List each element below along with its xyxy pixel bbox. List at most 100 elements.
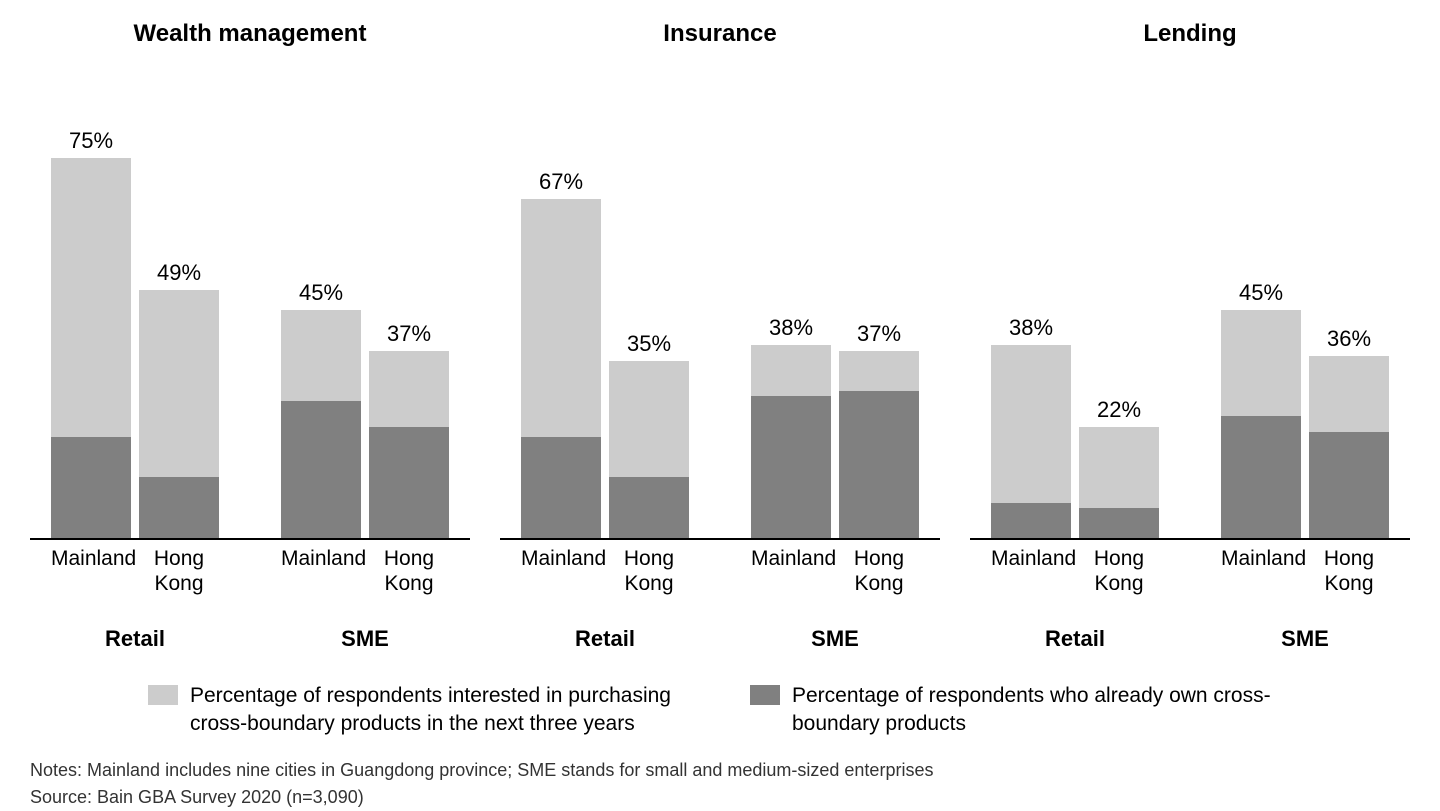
bars-row: 45% 36% [1200,128,1410,538]
region-label: Mainland [281,546,361,596]
legend-item: Percentage of respondents interested in … [148,682,690,737]
panel-title: Wealth management [30,20,470,48]
bar-wrapper: 45% [281,128,361,538]
group-label: Retail [970,626,1180,652]
region-label: Mainland [1221,546,1301,596]
chart-panel: Insurance67%35%38%37%MainlandHongKongMai… [500,20,940,652]
bar-segment-already-own [281,401,361,538]
bar-group: 45% 37% [260,128,470,538]
bar-wrapper: 49% [139,128,219,538]
bar-segment-interested [139,290,219,477]
group-label: Retail [500,626,710,652]
bar-segment-interested [991,345,1071,502]
stacked-bar [139,290,219,538]
bar-segment-already-own [521,437,601,538]
bar-wrapper: 67% [521,128,601,538]
stacked-bar [991,345,1071,538]
bar-wrapper: 45% [1221,128,1301,538]
bar-segment-interested [751,345,831,396]
bar-wrapper: 35% [609,128,689,538]
bar-segment-already-own [51,437,131,538]
bar-value-label: 49% [157,260,201,286]
stacked-bar [1079,427,1159,538]
bars-row: 67% 35% [500,128,710,538]
stacked-bar [521,199,601,538]
bar-value-label: 37% [387,321,431,347]
bar-wrapper: 37% [839,128,919,538]
bar-segment-interested [51,158,131,437]
footnotes: Notes: Mainland includes nine cities in … [30,757,1410,811]
panel-title: Insurance [500,20,940,48]
groups-row: 67% 35% 38% 37% [500,128,940,540]
region-label: Mainland [751,546,831,596]
bars-row: 38% 37% [730,128,940,538]
bar-segment-interested [609,361,689,478]
bar-group: 45% 36% [1200,128,1410,538]
bar-value-label: 75% [69,128,113,154]
groups-row: 75% 49% 45% 37% [30,128,470,540]
footnote-line: Notes: Mainland includes nine cities in … [30,757,1410,784]
bar-value-label: 45% [299,280,343,306]
chart-panel: Wealth management75%49%45%37%MainlandHon… [30,20,470,652]
bar-segment-already-own [1309,432,1389,538]
bar-group: 38% 37% [730,128,940,538]
bar-segment-already-own [1221,416,1301,538]
group-label: SME [1200,626,1410,652]
bar-value-label: 22% [1097,397,1141,423]
bar-segment-already-own [751,396,831,538]
stacked-bar [839,351,919,538]
chart-container: Wealth management75%49%45%37%MainlandHon… [30,20,1410,790]
bar-segment-already-own [609,477,689,538]
groups-row: 38% 22% 45% 36% [970,128,1410,540]
bar-wrapper: 38% [991,128,1071,538]
group-label: Retail [30,626,240,652]
stacked-bar [51,158,131,538]
stacked-bar [751,345,831,538]
bar-segment-already-own [1079,508,1159,538]
bar-value-label: 38% [769,315,813,341]
region-label: Mainland [51,546,131,596]
region-labels: MainlandHongKong [30,546,240,596]
bar-segment-already-own [839,391,919,538]
region-labels: MainlandHongKong [970,546,1180,596]
bar-segment-interested [281,310,361,401]
region-label: HongKong [369,546,449,596]
bar-segment-interested [369,351,449,427]
bar-segment-already-own [991,503,1071,538]
bar-segment-already-own [139,477,219,538]
stacked-bar [1221,310,1301,538]
stacked-bar [369,351,449,538]
bar-segment-already-own [369,427,449,538]
region-label: HongKong [1309,546,1389,596]
region-labels: MainlandHongKong [1200,546,1410,596]
group-label: SME [730,626,940,652]
legend-text: Percentage of respondents who already ow… [792,682,1292,737]
legend-swatch [750,685,780,705]
bar-wrapper: 75% [51,128,131,538]
bars-row: 38% 22% [970,128,1180,538]
bar-value-label: 37% [857,321,901,347]
panels-row: Wealth management75%49%45%37%MainlandHon… [30,20,1410,652]
region-labels: MainlandHongKong [730,546,940,596]
group-label: SME [260,626,470,652]
stacked-bar [281,310,361,538]
legend: Percentage of respondents interested in … [30,682,1410,737]
bar-value-label: 67% [539,169,583,195]
bar-group: 38% 22% [970,128,1180,538]
bars-row: 75% 49% [30,128,240,538]
region-label: Mainland [991,546,1071,596]
bar-value-label: 38% [1009,315,1053,341]
footnote-line: Source: Bain GBA Survey 2020 (n=3,090) [30,784,1410,811]
panel-title: Lending [970,20,1410,48]
bar-value-label: 36% [1327,326,1371,352]
bar-wrapper: 38% [751,128,831,538]
bar-segment-interested [1079,427,1159,508]
bar-value-label: 35% [627,331,671,357]
bar-group: 75% 49% [30,128,240,538]
bar-value-label: 45% [1239,280,1283,306]
bar-wrapper: 37% [369,128,449,538]
stacked-bar [609,361,689,538]
legend-item: Percentage of respondents who already ow… [750,682,1292,737]
bar-wrapper: 22% [1079,128,1159,538]
region-label: HongKong [609,546,689,596]
